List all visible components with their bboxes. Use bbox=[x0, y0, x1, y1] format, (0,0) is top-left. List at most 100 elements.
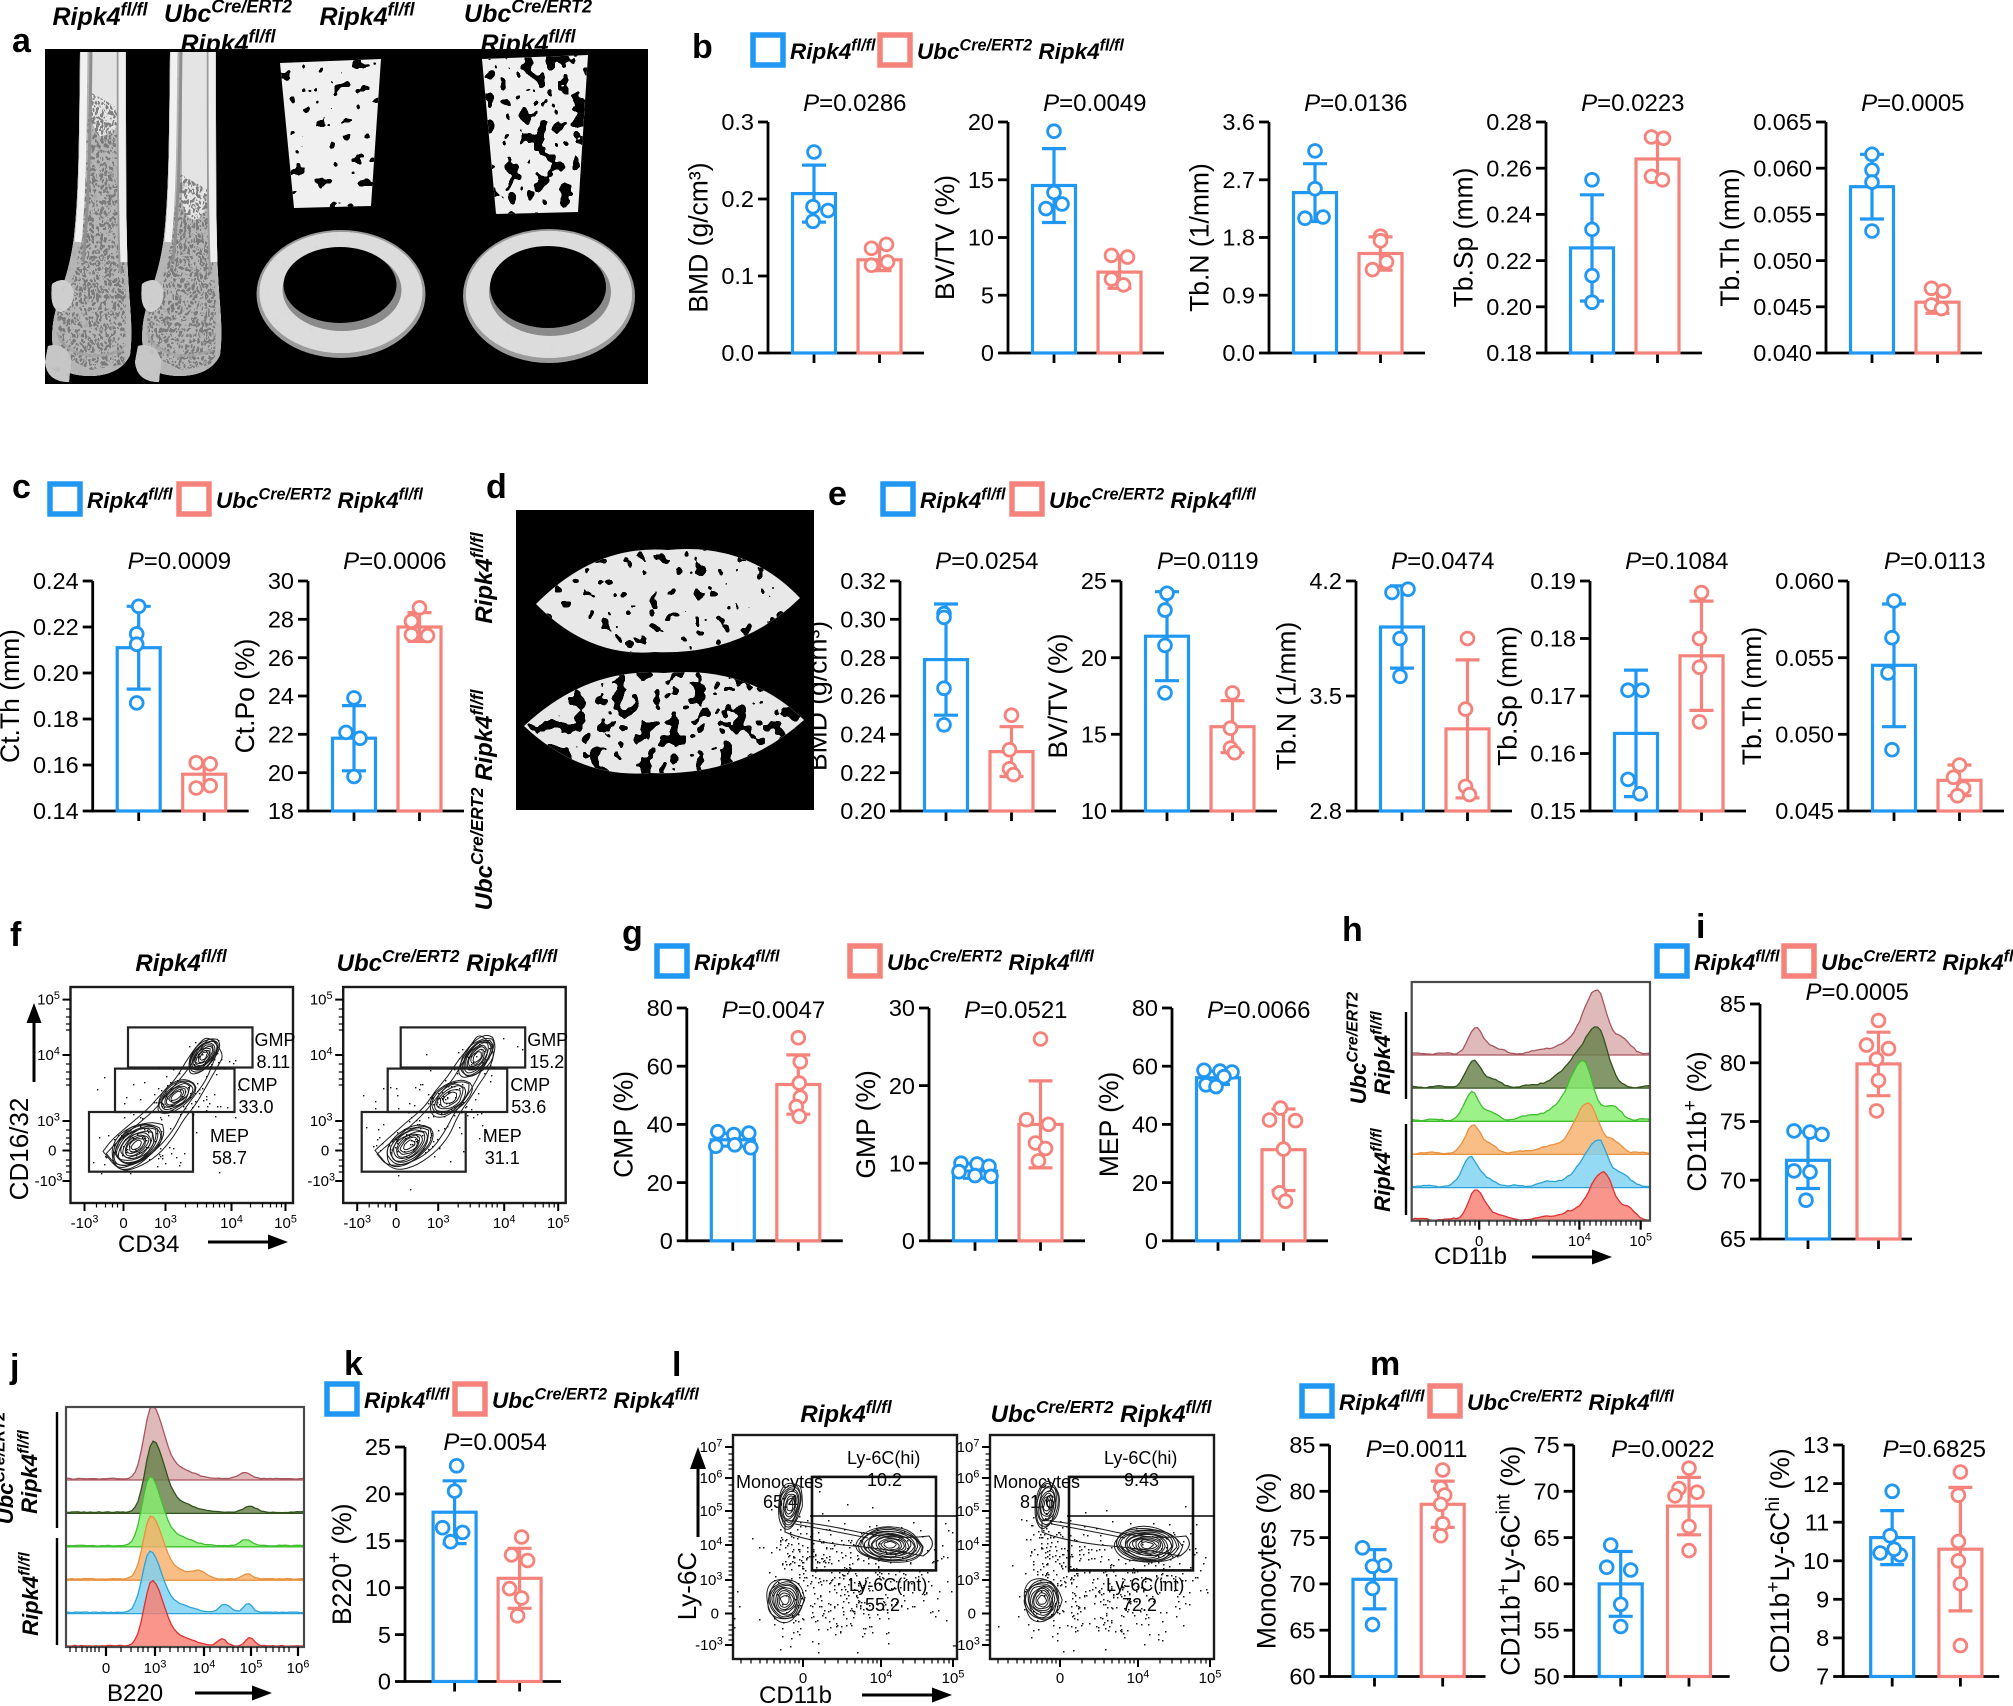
svg-text:MEP: MEP bbox=[483, 1126, 522, 1146]
svg-text:0.20: 0.20 bbox=[33, 660, 79, 686]
svg-text:UbcCre/ERT2 Ripk4fl/fl: UbcCre/ERT2 Ripk4fl/fl bbox=[991, 1397, 1213, 1428]
svg-text:75: 75 bbox=[1534, 1432, 1560, 1458]
svg-text:CMP: CMP bbox=[238, 1075, 278, 1095]
svg-text:UbcCre/ERT2 Ripk4fl/fl: UbcCre/ERT2 Ripk4fl/fl bbox=[1467, 1387, 1674, 1415]
svg-text:BMD (g/cm³): BMD (g/cm³) bbox=[802, 621, 832, 771]
svg-text:-103: -103 bbox=[695, 1635, 723, 1654]
svg-text:30: 30 bbox=[268, 568, 294, 594]
svg-text:h: h bbox=[1342, 911, 1363, 949]
svg-text:Ly-6C(hi): Ly-6C(hi) bbox=[847, 1448, 920, 1468]
svg-text:UbcCre/ERT2 Ripk4fl/fl: UbcCre/ERT2 Ripk4fl/fl bbox=[917, 36, 1124, 64]
svg-text:105: 105 bbox=[547, 1213, 570, 1232]
svg-text:a: a bbox=[12, 22, 32, 60]
svg-text:b: b bbox=[692, 28, 713, 66]
svg-text:7: 7 bbox=[1816, 1664, 1829, 1690]
svg-text:Ripk4fl/fl: Ripk4fl/fl bbox=[52, 0, 148, 31]
svg-text:75: 75 bbox=[1289, 1525, 1315, 1551]
svg-text:0.045: 0.045 bbox=[1775, 798, 1834, 824]
svg-text:Tb.Sp (mm): Tb.Sp (mm) bbox=[1448, 168, 1478, 308]
svg-text:104: 104 bbox=[193, 1658, 216, 1677]
svg-text:Ripk4fl/fl: Ripk4fl/fl bbox=[364, 1385, 450, 1413]
svg-text:UbcCre/ERT2: UbcCre/ERT2 bbox=[1345, 992, 1371, 1105]
svg-text:Ripk4fl/fl: Ripk4fl/fl bbox=[920, 485, 1006, 513]
svg-text:60: 60 bbox=[1132, 1053, 1158, 1079]
svg-text:0: 0 bbox=[1056, 1670, 1064, 1687]
svg-text:g: g bbox=[622, 914, 643, 952]
svg-text:Ripk4fl/fl: Ripk4fl/fl bbox=[467, 531, 498, 623]
svg-text:0: 0 bbox=[119, 1215, 127, 1232]
svg-text:c: c bbox=[12, 468, 31, 506]
svg-text:25: 25 bbox=[1081, 568, 1107, 594]
svg-text:106: 106 bbox=[957, 1468, 980, 1487]
svg-text:106: 106 bbox=[700, 1468, 723, 1487]
svg-text:2.7: 2.7 bbox=[1222, 167, 1255, 193]
svg-text:-103: -103 bbox=[343, 1213, 371, 1232]
svg-text:-103: -103 bbox=[71, 1213, 99, 1232]
svg-text:58.7: 58.7 bbox=[212, 1148, 247, 1168]
svg-text:Ripk4fl/fl: Ripk4fl/fl bbox=[1369, 1128, 1395, 1212]
svg-text:105: 105 bbox=[700, 1501, 723, 1520]
svg-text:0.17: 0.17 bbox=[1530, 683, 1576, 709]
svg-text:Tb.N (1/mm): Tb.N (1/mm) bbox=[1271, 622, 1301, 771]
svg-text:103: 103 bbox=[144, 1658, 167, 1677]
svg-text:UbcCre/ERT2: UbcCre/ERT2 bbox=[0, 1412, 18, 1525]
svg-text:P=0.6825: P=0.6825 bbox=[1883, 1436, 1986, 1463]
svg-text:Ct.Po (%): Ct.Po (%) bbox=[230, 639, 260, 754]
svg-text:0: 0 bbox=[392, 1215, 400, 1232]
svg-text:0.0: 0.0 bbox=[1222, 340, 1255, 366]
svg-text:UbcCre/ERT2 Ripk4fl/fl: UbcCre/ERT2 Ripk4fl/fl bbox=[492, 1385, 699, 1413]
svg-text:0.050: 0.050 bbox=[1753, 248, 1812, 274]
svg-text:0.055: 0.055 bbox=[1753, 202, 1812, 228]
svg-text:0.16: 0.16 bbox=[33, 752, 79, 778]
svg-text:20: 20 bbox=[968, 109, 994, 135]
svg-text:5: 5 bbox=[981, 283, 994, 309]
svg-text:k: k bbox=[344, 1345, 363, 1383]
svg-text:Ly-6C(hi): Ly-6C(hi) bbox=[1104, 1448, 1177, 1468]
svg-text:20: 20 bbox=[365, 1481, 391, 1507]
svg-text:55: 55 bbox=[1534, 1617, 1560, 1643]
svg-text:P=0.0113: P=0.0113 bbox=[1884, 548, 1986, 575]
svg-text:GMP: GMP bbox=[255, 1030, 296, 1050]
svg-text:UbcCre/ERT2 Ripk4fl/fl: UbcCre/ERT2 Ripk4fl/fl bbox=[1821, 947, 2013, 975]
svg-text:104: 104 bbox=[957, 1535, 980, 1554]
svg-text:CD11b+ (%): CD11b+ (%) bbox=[1680, 1051, 1712, 1191]
svg-text:0: 0 bbox=[48, 1143, 56, 1160]
svg-text:0.28: 0.28 bbox=[840, 645, 886, 671]
svg-text:60: 60 bbox=[1289, 1664, 1315, 1690]
svg-text:UbcCre/ERT2 Ripk4fl/fl: UbcCre/ERT2 Ripk4fl/fl bbox=[337, 946, 559, 977]
svg-text:0.26: 0.26 bbox=[840, 683, 886, 709]
svg-text:P=0.0005: P=0.0005 bbox=[1805, 979, 1908, 1006]
svg-text:104: 104 bbox=[1568, 1231, 1591, 1250]
svg-text:0.18: 0.18 bbox=[33, 706, 79, 732]
svg-text:P=0.0022: P=0.0022 bbox=[1611, 1436, 1714, 1463]
svg-text:0: 0 bbox=[968, 1606, 976, 1623]
svg-text:0.9: 0.9 bbox=[1222, 283, 1255, 309]
svg-text:10: 10 bbox=[968, 225, 994, 251]
svg-text:P=0.0223: P=0.0223 bbox=[1581, 90, 1684, 117]
svg-text:31.1: 31.1 bbox=[485, 1148, 520, 1168]
svg-text:15: 15 bbox=[1081, 722, 1107, 748]
svg-text:CD34: CD34 bbox=[118, 1231, 179, 1258]
svg-text:CD11b: CD11b bbox=[1434, 1243, 1507, 1270]
svg-text:105: 105 bbox=[957, 1501, 980, 1520]
svg-text:CMP (%): CMP (%) bbox=[609, 1071, 639, 1178]
svg-text:70: 70 bbox=[1720, 1168, 1746, 1194]
svg-text:50: 50 bbox=[1534, 1664, 1560, 1690]
svg-text:P=0.0136: P=0.0136 bbox=[1304, 90, 1407, 117]
svg-text:53.6: 53.6 bbox=[511, 1097, 546, 1117]
svg-text:CD11b+Ly-6Chi (%): CD11b+Ly-6Chi (%) bbox=[1763, 1448, 1795, 1673]
svg-text:Ct.Th (mm): Ct.Th (mm) bbox=[0, 629, 25, 763]
svg-text:P=0.0054: P=0.0054 bbox=[443, 1429, 546, 1456]
svg-text:105: 105 bbox=[274, 1213, 297, 1232]
svg-text:Tb.Th (mm): Tb.Th (mm) bbox=[1737, 627, 1767, 765]
svg-text:0.32: 0.32 bbox=[840, 568, 886, 594]
svg-text:-103: -103 bbox=[307, 1171, 335, 1190]
svg-text:0.24: 0.24 bbox=[33, 568, 79, 594]
svg-text:f: f bbox=[10, 916, 22, 954]
svg-text:UbcCre/ERT2 Ripk4fl/fl: UbcCre/ERT2 Ripk4fl/fl bbox=[216, 485, 423, 513]
svg-text:UbcCre/ERT2 Ripk4fl/fl: UbcCre/ERT2 Ripk4fl/fl bbox=[887, 947, 1094, 975]
svg-text:BV/TV (%): BV/TV (%) bbox=[930, 175, 960, 300]
svg-text:26: 26 bbox=[268, 645, 294, 671]
svg-text:70: 70 bbox=[1289, 1571, 1315, 1597]
svg-text:60: 60 bbox=[647, 1053, 673, 1079]
